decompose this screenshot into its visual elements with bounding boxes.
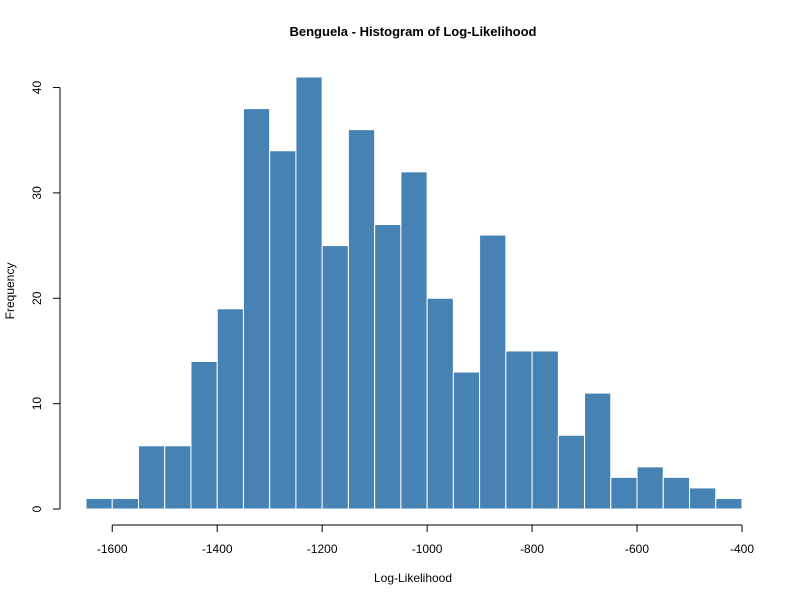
histogram-bar [452,371,481,510]
x-tick-label: -400 [730,542,754,556]
y-tick-label: 10 [30,397,44,411]
histogram-bar [662,476,691,510]
histogram-bar [584,392,612,510]
histogram-bar [479,234,507,510]
x-tick-label: -1600 [97,542,128,556]
histogram-bar [610,476,638,510]
histogram-bar [426,297,454,510]
histogram-bar [242,108,271,510]
histogram-bar [347,129,376,510]
histogram-bar [164,445,192,510]
x-axis: -1600 -1400 -1200 -1000 -800 -600 -400 [97,524,754,556]
histogram-bar [111,497,139,510]
histogram-bar [400,171,428,510]
x-axis-label: Log-Likelihood [374,571,452,585]
histogram-bar [216,308,244,510]
histogram-bar [321,245,349,510]
x-tick-label: -1400 [202,542,233,556]
histogram-bar [190,360,218,510]
histogram-bar [505,350,533,510]
histogram-bar [557,434,586,510]
histogram-bar [269,150,297,510]
y-axis: 0 10 20 30 40 [30,81,61,512]
histogram-bar [531,350,559,510]
histogram-bar [636,466,664,510]
y-tick-label: 20 [30,291,44,305]
bars-group [85,76,743,510]
y-tick-label: 40 [30,81,44,95]
x-tick-label: -800 [520,542,544,556]
histogram-bar [689,487,717,510]
histogram-bar [715,497,743,510]
histogram-bar [137,445,166,510]
x-tick-label: -600 [625,542,649,556]
chart-title: Benguela - Histogram of Log-Likelihood [290,24,537,39]
y-tick-label: 30 [30,186,44,200]
y-tick-label: 0 [30,505,44,512]
y-axis-label: Frequency [3,263,17,320]
histogram-bar [374,224,402,510]
x-tick-label: -1200 [307,542,338,556]
histogram-bar [295,76,323,510]
x-tick-label: -1000 [412,542,443,556]
histogram-bar [85,497,113,510]
